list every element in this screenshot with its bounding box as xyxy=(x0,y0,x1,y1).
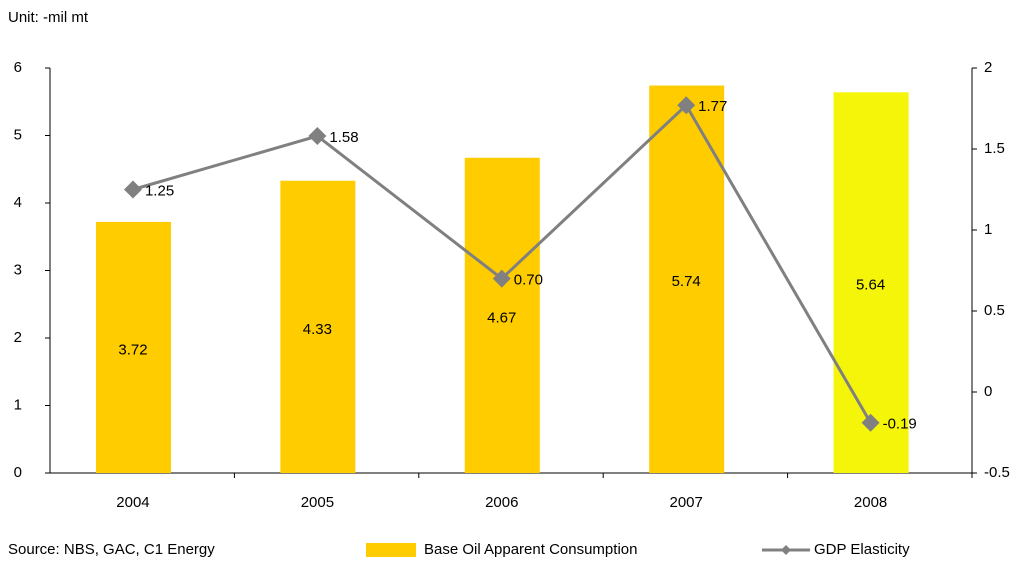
unit-label: Unit: -mil mt xyxy=(8,9,89,26)
line-marker xyxy=(677,96,696,115)
bar xyxy=(464,157,540,473)
line-value-label: 1.77 xyxy=(698,98,727,115)
line-marker xyxy=(861,413,880,432)
y2-tick-label: 1.5 xyxy=(984,140,1005,157)
line-value-label: 0.70 xyxy=(514,272,543,289)
y2-tick-label: 2 xyxy=(984,59,992,76)
bar-value-label: 5.74 xyxy=(672,273,701,290)
y-tick-label: 4 xyxy=(14,194,22,211)
y-tick-label: 6 xyxy=(14,59,22,76)
y2-tick-label: -0.5 xyxy=(984,464,1010,481)
y-tick-label: 5 xyxy=(14,126,22,143)
x-tick-label: 2007 xyxy=(669,494,702,511)
bar xyxy=(280,180,356,473)
x-tick-label: 2006 xyxy=(485,494,518,511)
legend-label: Base Oil Apparent Consumption xyxy=(424,541,637,558)
legend-label: GDP Elasticity xyxy=(814,541,910,558)
line-marker xyxy=(308,127,327,146)
line-value-label: 1.58 xyxy=(329,129,358,146)
source-note: Source: NBS, GAC, C1 Energy xyxy=(8,541,215,558)
bar-value-label: 3.72 xyxy=(118,341,147,358)
y2-tick-label: 0 xyxy=(984,383,992,400)
bar-value-label: 4.67 xyxy=(487,309,516,326)
bar-value-label: 4.33 xyxy=(303,321,332,338)
y-tick-label: 2 xyxy=(14,329,22,346)
bar xyxy=(95,221,171,473)
y-tick-label: 1 xyxy=(14,396,22,413)
line-value-label: -0.19 xyxy=(883,416,917,433)
y-tick-label: 0 xyxy=(14,464,22,481)
line-value-label: 1.25 xyxy=(145,182,174,199)
bar xyxy=(833,92,909,474)
x-tick-label: 2008 xyxy=(854,494,887,511)
line-marker xyxy=(492,269,511,288)
y-tick-label: 3 xyxy=(14,261,22,278)
x-tick-label: 2005 xyxy=(301,494,334,511)
legend-swatch xyxy=(366,543,416,557)
y2-tick-label: 1 xyxy=(984,221,992,238)
bar-value-label: 5.64 xyxy=(856,277,885,294)
x-tick-label: 2004 xyxy=(116,494,149,511)
y2-tick-label: 0.5 xyxy=(984,302,1005,319)
legend-marker xyxy=(781,545,791,555)
line-marker xyxy=(123,180,142,199)
